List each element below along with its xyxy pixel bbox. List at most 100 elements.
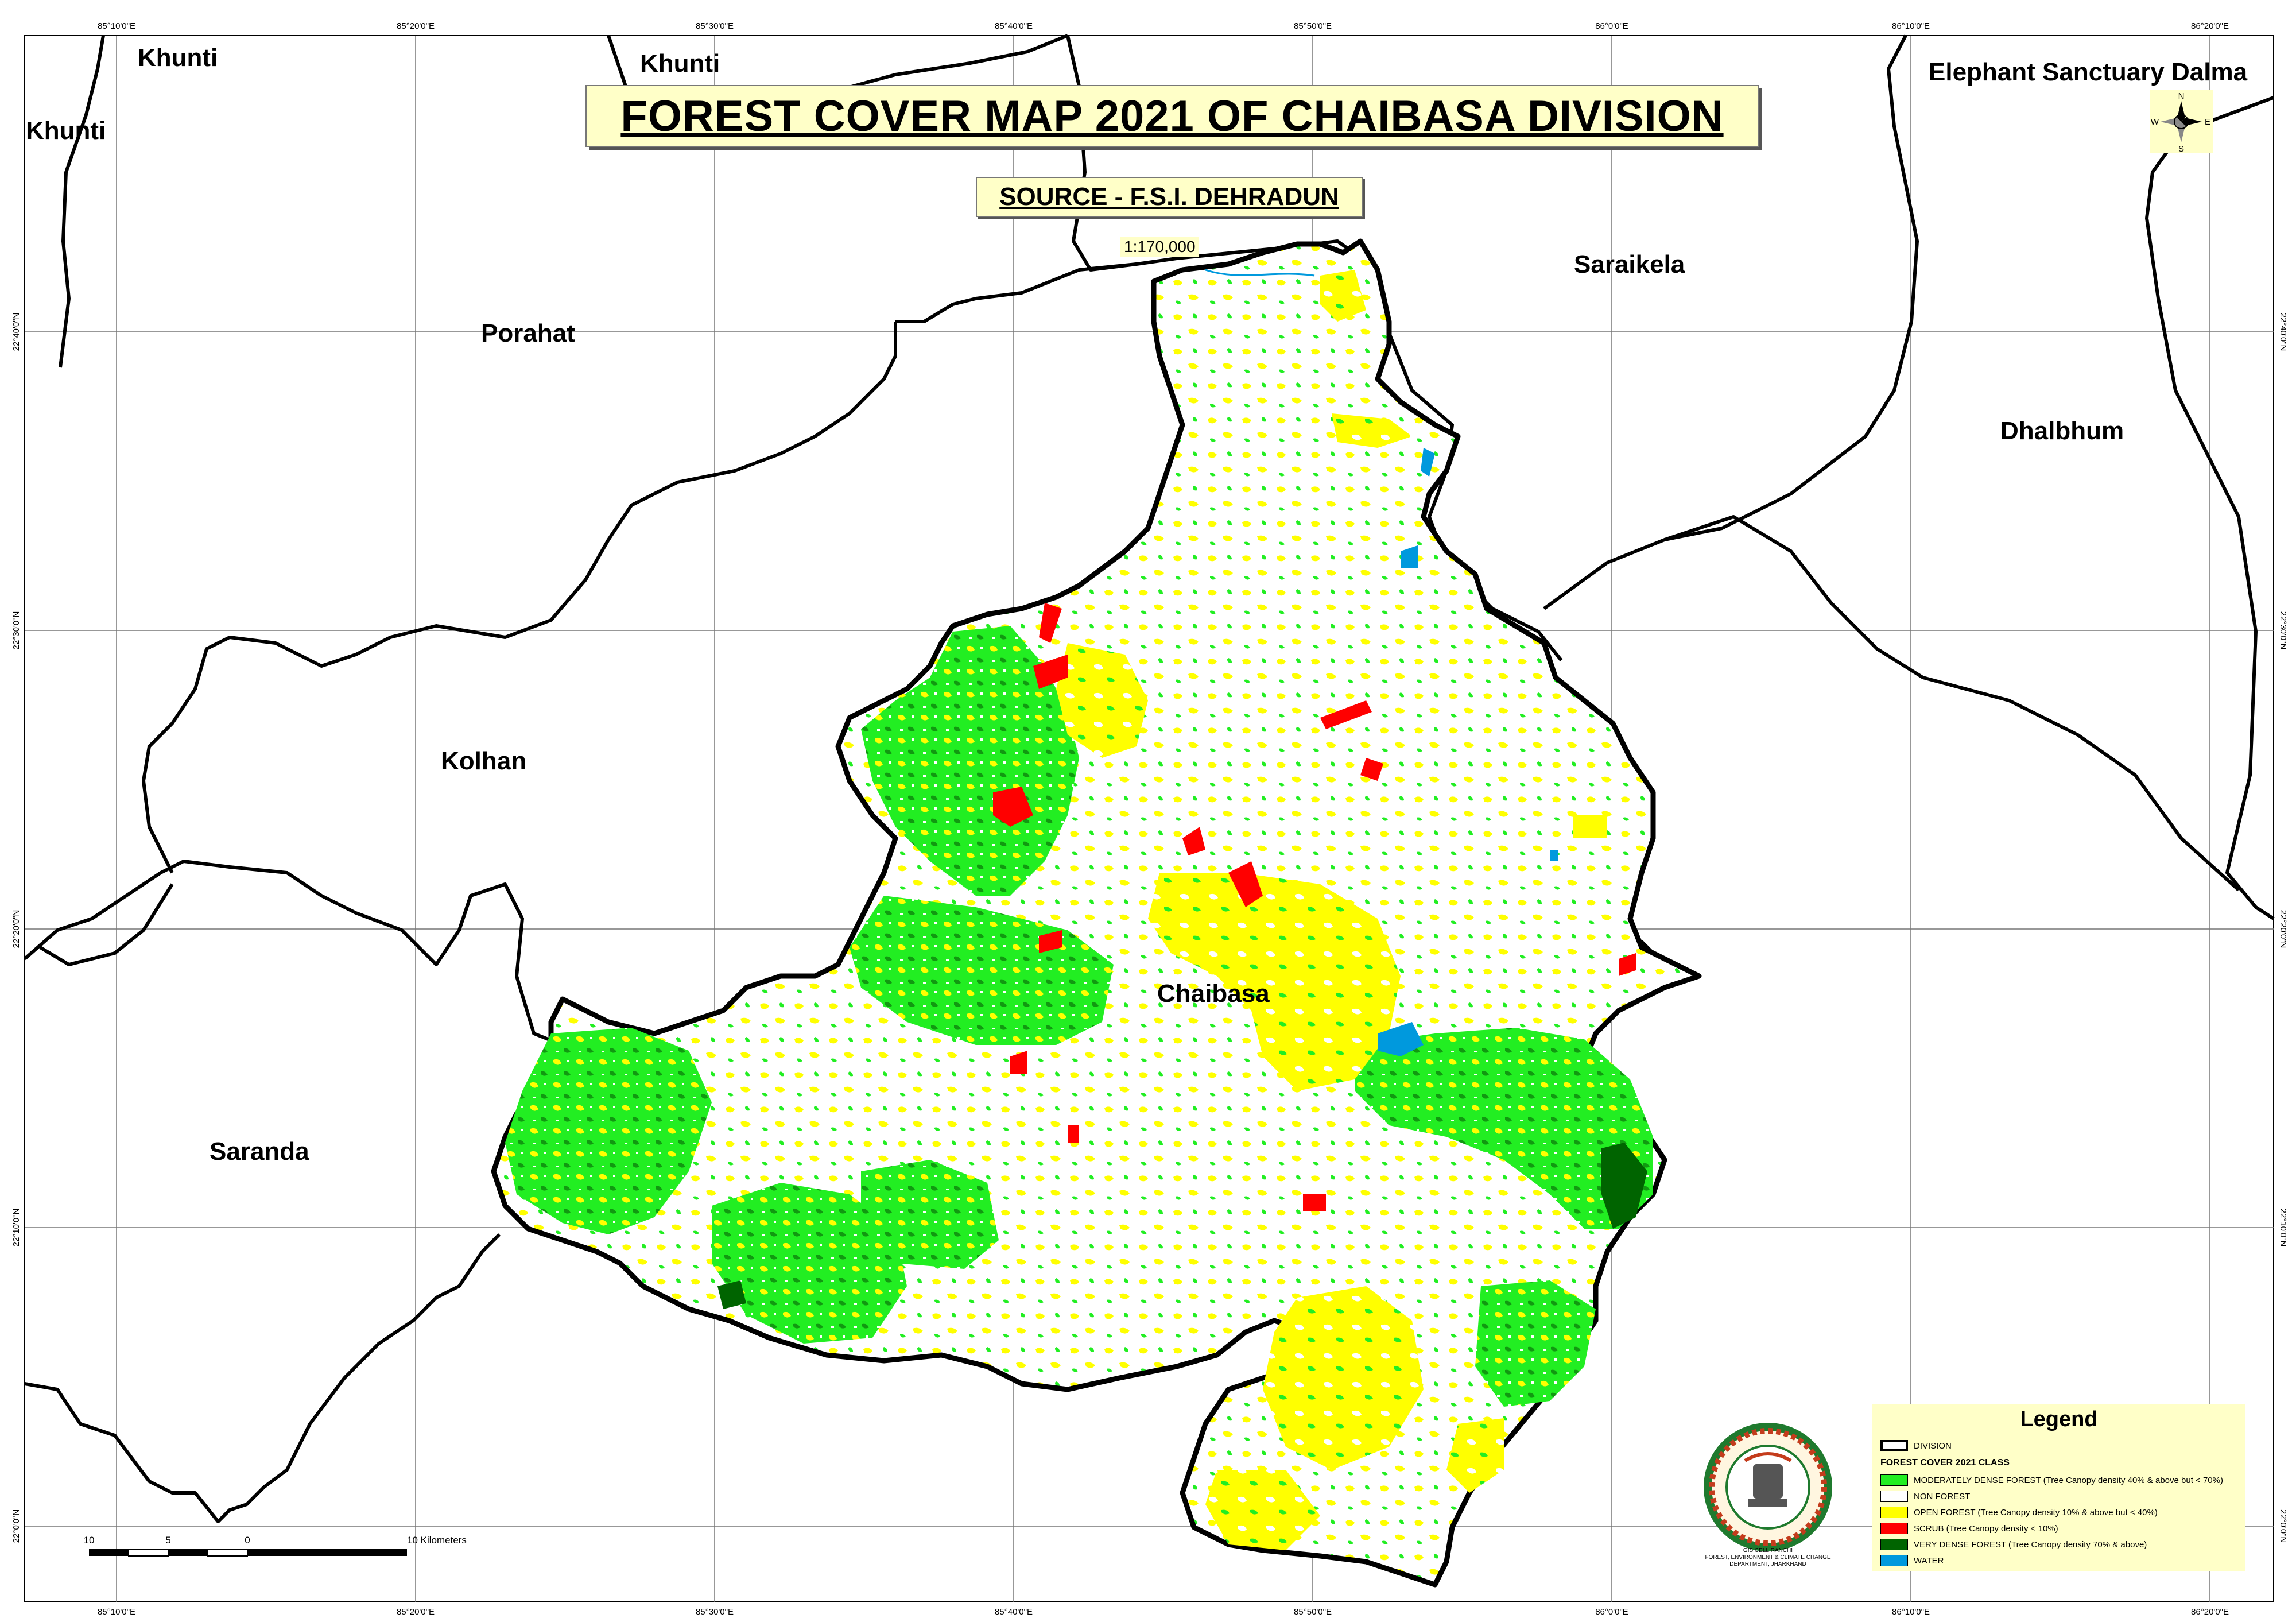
region-labels: Khunti Khunti Khunti Elephant Sanctuary …: [26, 44, 2248, 1166]
legend-label-scrub: SCRUB (Tree Canopy density < 10%): [1914, 1523, 2058, 1534]
legend-swatch-division: [1880, 1440, 1908, 1451]
scale-bar-label-5: 5: [165, 1535, 170, 1546]
vdf-patch-east: [1601, 1143, 1647, 1229]
scrub-patch-5: [1228, 861, 1263, 907]
scrub-patch-3: [1033, 655, 1068, 689]
legend-swatch-open-forest: [1880, 1507, 1908, 1518]
region-label-chaibasa: Chaibasa: [1157, 980, 1270, 1008]
tick-bottom-6: 86°10'0"E: [1892, 1607, 1930, 1617]
scrub-patch-2: [1039, 603, 1062, 643]
legend-class-heading: FOREST COVER 2021 CLASS: [1880, 1458, 2010, 1468]
scrub-patch-10: [1068, 1125, 1079, 1143]
emblem-caption-line-3: DEPARTMENT, JHARKHAND: [1729, 1561, 1806, 1567]
tick-bottom-0: 85°10'0"E: [98, 1607, 135, 1617]
legend-swatch-mdf: [1880, 1474, 1908, 1486]
mdf-patch-north-west: [861, 626, 1079, 896]
source-box: SOURCE - F.S.I. DEHRADUN: [976, 177, 1363, 217]
mdf-patch-south: [712, 1183, 907, 1344]
legend-row-vdf: VERY DENSE FOREST (Tree Canopy density 7…: [1880, 1538, 2147, 1551]
legend-row-scrub: SCRUB (Tree Canopy density < 10%): [1880, 1522, 2058, 1535]
tick-left-1: 22°30'0"N: [11, 611, 21, 650]
tick-bottom-1: 85°20'0"E: [397, 1607, 435, 1617]
legend-title: Legend: [2020, 1407, 2098, 1431]
scale-bar: 10 5 0 10 Kilometers: [84, 1535, 467, 1557]
ticks-top: 85°10'0"E 85°20'0"E 85°30'0"E 85°40'0"E …: [98, 21, 2229, 31]
tick-top-5: 86°0'0"E: [1595, 21, 1628, 31]
ticks-left: 22°40'0"N 22°30'0"N 22°20'0"N 22°10'0"N …: [11, 313, 21, 1543]
region-label-kolhan: Kolhan: [441, 747, 526, 775]
mdf-patch-east: [1355, 1028, 1653, 1229]
region-label-elephant-sanctuary: Elephant Sanctuary Dalma: [1929, 58, 2248, 86]
of-patch-north: [1056, 643, 1148, 758]
region-label-khunti-top: Khunti: [640, 49, 720, 78]
tick-right-1: 22°30'0"N: [2278, 611, 2288, 650]
map-title: FOREST COVER MAP 2021 OF CHAIBASA DIVISI…: [620, 91, 1724, 141]
region-label-khunti-left: Khunti: [26, 117, 106, 145]
north-arrow-w: W: [2151, 117, 2159, 127]
emblem-caption-line-1: GIS CELL,RANCHI: [1743, 1547, 1793, 1554]
tick-top-6: 86°10'0"E: [1892, 21, 1930, 31]
region-label-khunti-top-left: Khunti: [138, 44, 218, 72]
ticks-right: 22°40'0"N 22°30'0"N 22°20'0"N 22°10'0"N …: [2278, 313, 2288, 1543]
tick-left-4: 22°0'0"N: [11, 1509, 21, 1543]
legend-label-open-forest: OPEN FOREST (Tree Canopy density 10% & a…: [1914, 1507, 2158, 1518]
tick-bottom-7: 86°20'0"E: [2191, 1607, 2229, 1617]
scrub-patch-9: [1303, 1194, 1326, 1211]
emblem-caption-line-2: FOREST, ENVIRONMENT & CLIMATE CHANGE: [1705, 1554, 1831, 1561]
scale-bar-label-10: 10: [84, 1535, 95, 1546]
legend-label-division: DIVISION: [1914, 1441, 1952, 1451]
region-label-saraikela: Saraikela: [1574, 250, 1685, 278]
tick-right-4: 22°0'0"N: [2278, 1509, 2288, 1543]
legend-label-non-forest: NON FOREST: [1914, 1491, 1971, 1501]
of-patch-north-2: [1332, 413, 1412, 448]
legend: Legend DIVISION FOREST COVER 2021 CLASS …: [1872, 1404, 2245, 1571]
of-patch-east-south: [1446, 1418, 1504, 1493]
scrub-patch-11: [1619, 953, 1636, 976]
tick-top-3: 85°40'0"E: [995, 21, 1033, 31]
of-patch-centre: [1148, 873, 1401, 1091]
map-title-box: FOREST COVER MAP 2021 OF CHAIBASA DIVISI…: [585, 85, 1759, 147]
mdf-patch-west: [850, 896, 1114, 1045]
emblem-caption: GIS CELL,RANCHI FOREST, ENVIRONMENT & CL…: [1693, 1547, 1843, 1568]
mdf-patch-south-west: [505, 1028, 712, 1234]
legend-row-division: DIVISION: [1880, 1439, 1952, 1452]
scrub-patch-4: [1320, 700, 1372, 729]
legend-swatch-vdf: [1880, 1539, 1908, 1550]
scale-ratio: 1:170,000: [1120, 237, 1199, 257]
legend-row-open-forest: OPEN FOREST (Tree Canopy density 10% & a…: [1880, 1506, 2158, 1519]
mdf-patch-south-east: [1475, 1280, 1596, 1407]
of-patch-south-centre: [1263, 1286, 1424, 1470]
legend-swatch-scrub: [1880, 1523, 1908, 1534]
legend-label-water: WATER: [1914, 1555, 1944, 1566]
forest-cover-patches: [505, 269, 1653, 1550]
tick-top-1: 85°20'0"E: [397, 21, 435, 31]
river-line: [1205, 269, 1315, 277]
scrub-patch-6: [1360, 758, 1383, 781]
legend-swatch-water: [1880, 1555, 1908, 1566]
legend-row-non-forest: NON FOREST: [1880, 1490, 1970, 1503]
scrub-patch-1: [993, 787, 1033, 827]
scale-bar-label-km: 10 Kilometers: [407, 1535, 467, 1546]
scale-bar-label-0: 0: [245, 1535, 250, 1546]
tick-top-0: 85°10'0"E: [98, 21, 135, 31]
tick-left-3: 22°10'0"N: [11, 1209, 21, 1247]
tick-right-2: 22°20'0"N: [2278, 910, 2288, 949]
of-patch-east-edge: [1573, 815, 1607, 838]
north-arrow-s: S: [2178, 144, 2184, 154]
water-body-4: [1550, 850, 1558, 861]
tick-top-2: 85°30'0"E: [696, 21, 734, 31]
legend-label-mdf: MODERATELY DENSE FOREST (Tree Canopy den…: [1914, 1475, 2223, 1485]
of-patch-north-tip: [1320, 270, 1366, 322]
tick-left-0: 22°40'0"N: [11, 313, 21, 351]
tick-left-2: 22°20'0"N: [11, 910, 21, 949]
vdf-patch-south-west: [718, 1280, 746, 1309]
tick-right-3: 22°10'0"N: [2278, 1209, 2288, 1247]
legend-label-vdf: VERY DENSE FOREST (Tree Canopy density 7…: [1914, 1539, 2147, 1550]
north-arrow-n: N: [2178, 91, 2185, 101]
water-body-1: [1378, 1022, 1424, 1056]
north-arrow: N S E W: [2150, 90, 2213, 154]
tick-bottom-4: 85°50'0"E: [1294, 1607, 1332, 1617]
north-arrow-e: E: [2205, 117, 2210, 127]
tick-bottom-5: 86°0'0"E: [1595, 1607, 1628, 1617]
